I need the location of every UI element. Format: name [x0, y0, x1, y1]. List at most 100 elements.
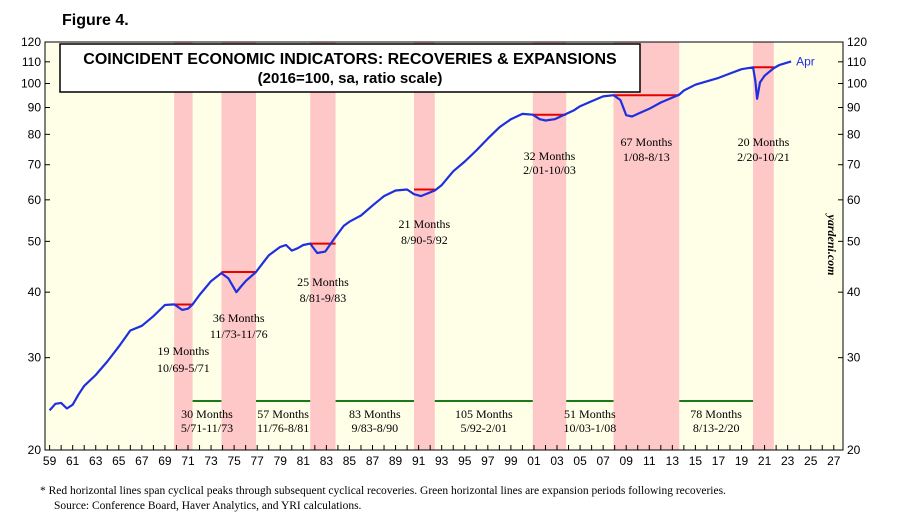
expansion-label-dates: 5/92-2/01 [460, 421, 507, 435]
x-tick-label: 09 [620, 454, 634, 468]
plot-border [44, 41, 844, 451]
watermark: yardeni.com [825, 213, 839, 276]
x-tick-label: 73 [204, 454, 218, 468]
x-tick-label: 97 [481, 454, 495, 468]
x-tick-label: 15 [689, 454, 703, 468]
end-label: Apr [796, 54, 815, 68]
x-tick-label: 25 [804, 454, 818, 468]
x-tick-label: 61 [66, 454, 80, 468]
title-box: COINCIDENT ECONOMIC INDICATORS: RECOVERI… [59, 43, 641, 93]
x-tick-label: 83 [320, 454, 334, 468]
expansion-label-duration: 105 Months [455, 407, 513, 421]
x-tick-label: 05 [573, 454, 587, 468]
recovery-shade [310, 42, 336, 450]
y-tick-label-right: 120 [847, 35, 867, 49]
x-tick-label: 89 [389, 454, 403, 468]
x-tick-label: 93 [435, 454, 449, 468]
y-tick-label-left: 50 [28, 234, 42, 248]
expansion-label-dates: 5/71-11/73 [181, 421, 233, 435]
axis-ticks: 20 20 30 30 40 40 50 50 60 60 70 70 80 80 90 90 100 100 11… [21, 35, 867, 468]
recovery-label-dates: 1/08-8/13 [623, 150, 670, 164]
x-tick-label: 99 [504, 454, 518, 468]
x-tick-label: 59 [43, 454, 57, 468]
y-tick-label-right: 110 [847, 55, 866, 69]
recovery-label-duration: 67 Months [621, 135, 673, 149]
recovery-shade [174, 42, 193, 450]
y-tick-label-left: 20 [28, 443, 42, 457]
y-tick-label-right: 90 [847, 101, 861, 115]
x-tick-label: 77 [251, 454, 265, 468]
recovery-shade [532, 42, 567, 450]
series-line [48, 60, 792, 412]
y-tick-label-left: 70 [28, 158, 42, 172]
chart-subtitle: (2016=100, sa, ratio scale) [258, 70, 443, 87]
x-tick-label: 17 [712, 454, 726, 468]
recovery-label-dates: 2/01-10/03 [523, 163, 576, 177]
recovery-shade [753, 42, 774, 450]
expansion-label-dates: 10/03-1/08 [564, 421, 617, 435]
x-tick-label: 13 [666, 454, 680, 468]
expansion-label-duration: 51 Months [564, 407, 616, 421]
recovery-label-duration: 32 Months [524, 149, 576, 163]
y-tick-label-right: 80 [847, 127, 861, 141]
recovery-shade [414, 42, 435, 450]
x-tick-label: 11 [643, 454, 656, 468]
recovery-label-duration: 20 Months [738, 135, 790, 149]
x-tick-label: 87 [366, 454, 380, 468]
x-tick-label: 79 [274, 454, 288, 468]
x-tick-label: 01 [527, 454, 541, 468]
y-tick-label-left: 80 [28, 127, 42, 141]
y-tick-label-right: 100 [847, 77, 867, 91]
source-note: Source: Conference Board, Haver Analytic… [54, 500, 362, 512]
y-tick-label-right: 30 [847, 351, 861, 365]
recovery-label-dates: 8/90-5/92 [401, 233, 448, 247]
x-tick-label: 71 [181, 454, 195, 468]
x-tick-label: 67 [135, 454, 149, 468]
expansion-label-duration: 30 Months [181, 407, 233, 421]
expansion-label-dates: 9/83-8/90 [351, 421, 398, 435]
recovery-label-dates: 11/73-11/76 [210, 327, 268, 341]
y-tick-label-left: 60 [28, 193, 42, 207]
x-tick-label: 19 [735, 454, 749, 468]
y-tick-label-left: 100 [21, 77, 41, 91]
y-tick-label-right: 40 [847, 285, 861, 299]
y-tick-label-left: 120 [21, 35, 41, 49]
expansion-label-dates: 11/76-8/81 [257, 421, 309, 435]
figure-label: Figure 4. [62, 12, 129, 29]
x-tick-label: 23 [781, 454, 795, 468]
recovery-shade [221, 42, 257, 450]
footnote: * Red horizontal lines span cyclical pea… [40, 485, 726, 497]
y-tick-label-left: 110 [22, 55, 41, 69]
recovery-label-dates: 10/69-5/71 [157, 361, 210, 375]
x-tick-label: 81 [297, 454, 311, 468]
recovery-label-duration: 25 Months [297, 275, 349, 289]
recovery-label-duration: 36 Months [213, 311, 265, 325]
expansion-label-duration: 83 Months [349, 407, 401, 421]
recovery-label-dates: 2/20-10/21 [737, 150, 790, 164]
x-tick-label: 69 [158, 454, 172, 468]
recovery-label-duration: 19 Months [158, 344, 210, 358]
y-tick-label-right: 20 [847, 443, 861, 457]
y-tick-label-left: 30 [28, 351, 42, 365]
expansion-label-dates: 8/13-2/20 [693, 421, 740, 435]
x-tick-label: 85 [343, 454, 357, 468]
recovery-shade [613, 42, 680, 450]
x-tick-label: 21 [758, 454, 772, 468]
period-labels: 19 Months 10/69-5/71 36 Months 11/73-11/76 2… [157, 135, 790, 435]
x-tick-label: 65 [112, 454, 126, 468]
chart-title: COINCIDENT ECONOMIC INDICATORS: RECOVERI… [83, 51, 617, 68]
y-tick-label-right: 70 [847, 158, 861, 172]
x-tick-label: 27 [827, 454, 841, 468]
expansion-label-duration: 57 Months [257, 407, 309, 421]
recovery-label-duration: 21 Months [399, 217, 451, 231]
x-tick-label: 91 [412, 454, 426, 468]
recovery-label-dates: 8/81-9/83 [300, 291, 347, 305]
y-tick-label-right: 50 [847, 234, 861, 248]
y-tick-label-left: 40 [28, 285, 42, 299]
x-tick-label: 07 [596, 454, 610, 468]
horizontal-lines [174, 66, 774, 403]
x-tick-label: 95 [458, 454, 472, 468]
x-tick-label: 03 [550, 454, 564, 468]
y-tick-label-left: 90 [28, 101, 42, 115]
